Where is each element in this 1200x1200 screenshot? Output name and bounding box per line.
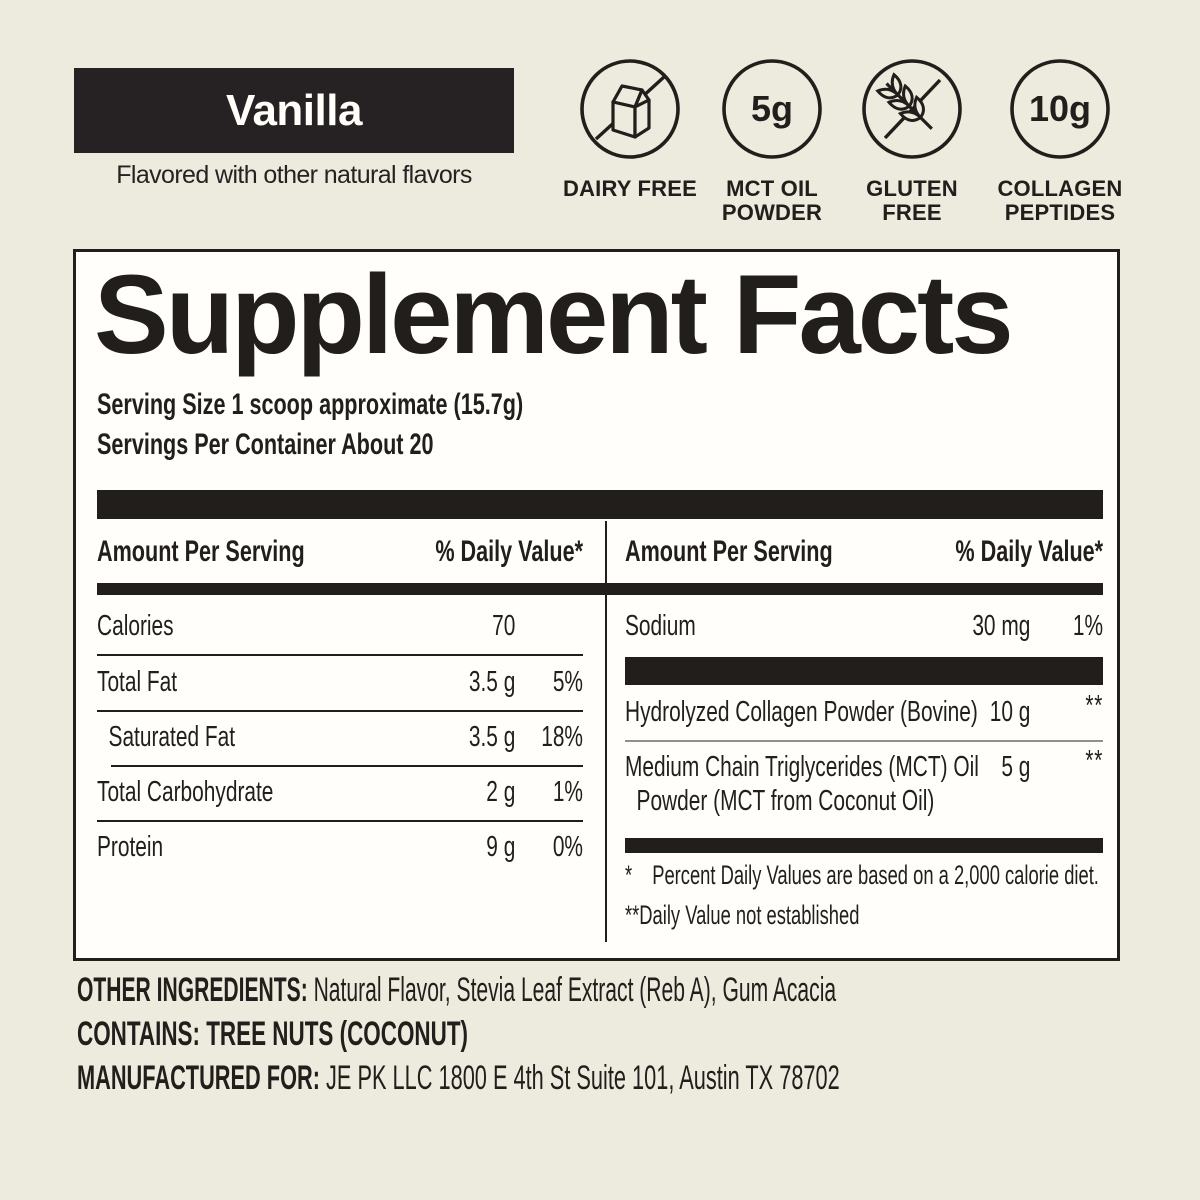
badge-dairy-free: DAIRY FREE bbox=[550, 57, 710, 201]
panel-title: Supplement Facts bbox=[94, 252, 1014, 377]
badge-label: MCT OIL POWDER bbox=[721, 176, 823, 225]
row-separator bbox=[97, 820, 583, 822]
manufactured-for-label: MANUFACTURED FOR: bbox=[77, 1059, 320, 1097]
collagen-grams: 10g bbox=[1029, 88, 1091, 129]
badge-collagen: 10g COLLAGEN PEPTIDES bbox=[980, 57, 1140, 225]
double-asterisk-mark: ** bbox=[625, 900, 640, 930]
servings-per-container: Servings Per Container About 20 bbox=[97, 428, 434, 461]
table-row-sodium: Sodium 30 mg 1% bbox=[625, 610, 1104, 642]
row-separator bbox=[97, 654, 583, 656]
supplement-facts-panel: Supplement Facts Serving Size 1 scoop ap… bbox=[73, 249, 1120, 961]
flavor-box: Vanilla bbox=[74, 68, 514, 153]
manufactured-for-line: MANUFACTURED FOR: JE PK LLC 1800 E 4th S… bbox=[77, 1059, 840, 1097]
contains-line: CONTAINS: TREE NUTS (COCONUT) bbox=[77, 1015, 469, 1053]
row-separator bbox=[111, 765, 583, 767]
row-separator bbox=[97, 710, 583, 712]
other-ingredients-label: OTHER INGREDIENTS: bbox=[77, 971, 308, 1009]
flavor-tagline: Flavored with other natural flavors bbox=[116, 161, 472, 189]
other-ingredients-line: OTHER INGREDIENTS: Natural Flavor, Stevi… bbox=[77, 971, 837, 1009]
collagen-icon: 10g bbox=[1010, 59, 1110, 159]
thick-rule-under-headers bbox=[97, 583, 1103, 595]
serving-size: Serving Size 1 scoop approximate (15.7g) bbox=[97, 388, 524, 421]
table-row-protein: Protein 9 g 0% bbox=[97, 831, 583, 863]
badge-mct-oil: 5g MCT OIL POWDER bbox=[692, 57, 852, 225]
badge-gluten-free: GLUTEN FREE bbox=[832, 57, 992, 225]
footnote-daily-values: * Percent Daily Values are based on a 2,0… bbox=[625, 860, 1099, 890]
table-row-total-carbohydrate: Total Carbohydrate 2 g 1% bbox=[97, 776, 583, 808]
right-column-header: Amount Per Serving % Daily Value* bbox=[625, 535, 1104, 568]
thick-rule-above-footnotes bbox=[625, 838, 1103, 853]
asterisk-mark: * bbox=[625, 860, 633, 890]
mct-oil-icon: 5g bbox=[722, 59, 822, 159]
left-column-header: Amount Per Serving % Daily Value* bbox=[97, 535, 583, 568]
footnote-dv-not-established: **Daily Value not established bbox=[625, 900, 860, 930]
mct-grams: 5g bbox=[751, 88, 793, 129]
table-row-collagen-powder: Hydrolyzed Collagen Powder (Bovine) 10 g… bbox=[625, 690, 1104, 728]
table-row-mct-oil-powder: Medium Chain Triglycerides (MCT) Oil Pow… bbox=[625, 745, 1104, 817]
badge-label: DAIRY FREE bbox=[562, 176, 698, 201]
table-row-saturated-fat: Saturated Fat 3.5 g 18% bbox=[108, 721, 583, 753]
badge-label: COLLAGEN PEPTIDES bbox=[997, 176, 1123, 225]
dairy-free-icon bbox=[580, 59, 680, 159]
table-row-total-fat: Total Fat 3.5 g 5% bbox=[97, 666, 583, 698]
flavor-name: Vanilla bbox=[226, 85, 362, 135]
column-divider bbox=[605, 521, 607, 942]
thick-rule-top bbox=[97, 490, 1103, 519]
badge-label: GLUTEN FREE bbox=[866, 176, 958, 225]
row-separator-gray bbox=[625, 740, 1103, 742]
thick-rule-right-column bbox=[625, 657, 1103, 685]
gluten-free-icon bbox=[862, 59, 962, 159]
table-row-calories: Calories 70 bbox=[97, 610, 516, 642]
